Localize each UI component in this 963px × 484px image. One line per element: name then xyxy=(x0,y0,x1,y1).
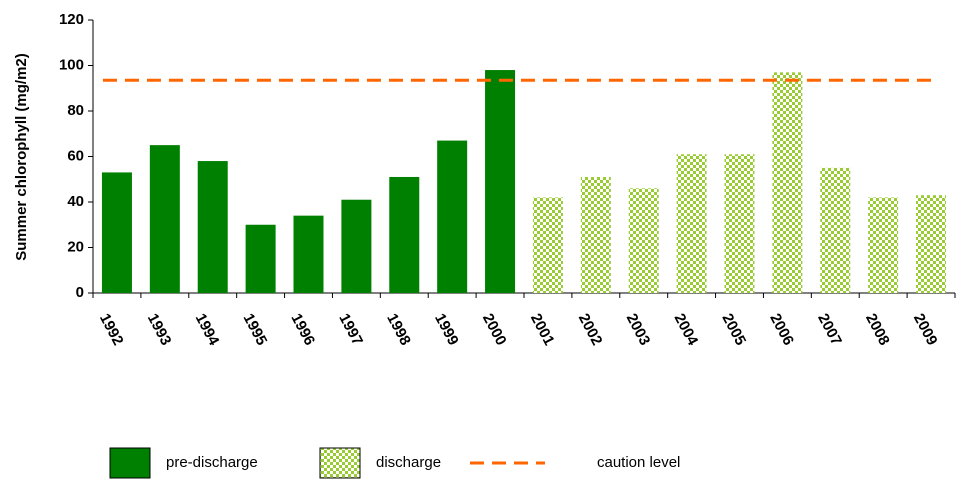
x-tick-label: 2008 xyxy=(862,311,893,348)
legend-label: discharge xyxy=(376,454,441,471)
x-tick-label: 1993 xyxy=(144,311,175,348)
x-tick-label: 2000 xyxy=(479,311,510,348)
x-tick-label: 1998 xyxy=(383,311,414,348)
x-tick-label: 2004 xyxy=(671,311,702,349)
x-tick-label: 1995 xyxy=(240,311,271,348)
bar xyxy=(676,154,707,293)
bar xyxy=(868,197,899,293)
legend-swatch xyxy=(109,447,151,479)
bar xyxy=(916,195,947,293)
x-tick-label: 2007 xyxy=(814,311,845,348)
bar xyxy=(389,176,420,293)
bar xyxy=(580,176,611,293)
bar xyxy=(293,215,324,293)
x-tick-label: 1992 xyxy=(96,311,127,348)
y-axis-label: Summer chlorophyll (mg/m2) xyxy=(13,53,30,261)
x-tick-label: 2003 xyxy=(623,311,654,348)
bar xyxy=(532,197,563,293)
y-tick-label: 120 xyxy=(59,11,84,28)
bar xyxy=(772,72,803,293)
x-tick-label: 1996 xyxy=(287,311,318,348)
legend-label: caution level xyxy=(597,454,680,471)
x-tick-label: 1994 xyxy=(192,311,223,349)
bar xyxy=(341,199,372,293)
bar xyxy=(149,145,180,293)
y-tick-label: 40 xyxy=(67,193,84,210)
bar xyxy=(724,154,755,293)
bar xyxy=(820,167,851,293)
bar xyxy=(485,70,516,293)
y-tick-label: 20 xyxy=(67,238,84,255)
bar xyxy=(437,140,468,293)
bar xyxy=(101,172,132,293)
x-tick-label: 1997 xyxy=(335,311,366,348)
legend-swatch xyxy=(319,447,361,479)
y-tick-label: 60 xyxy=(67,147,84,164)
x-tick-label: 2002 xyxy=(575,311,606,348)
x-tick-label: 2009 xyxy=(910,311,941,348)
bar xyxy=(197,161,228,293)
x-tick-label: 1999 xyxy=(431,311,462,348)
legend-label: pre-discharge xyxy=(166,454,258,471)
bar xyxy=(628,188,659,293)
y-tick-label: 0 xyxy=(76,284,84,301)
y-tick-label: 80 xyxy=(67,102,84,119)
x-tick-label: 2006 xyxy=(766,311,797,348)
x-tick-label: 2001 xyxy=(527,311,558,348)
bar xyxy=(245,224,276,293)
x-tick-label: 2005 xyxy=(718,311,749,348)
y-tick-label: 100 xyxy=(59,56,84,73)
